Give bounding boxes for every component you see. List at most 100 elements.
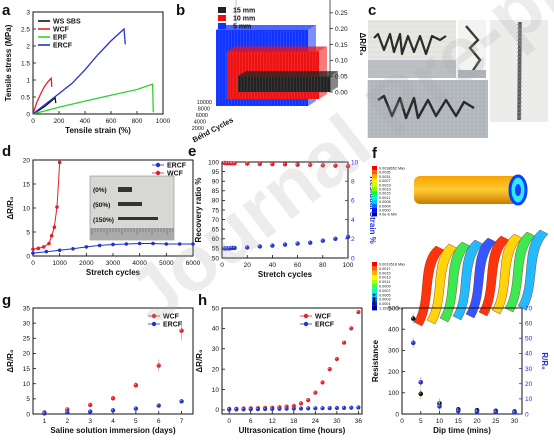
data-point-highlight bbox=[230, 161, 233, 164]
fiber-twist bbox=[516, 107, 523, 111]
legend-marker bbox=[303, 313, 309, 319]
x-axis-label: Stretch cycles bbox=[86, 268, 141, 277]
data-point-highlight bbox=[88, 403, 91, 405]
data-point bbox=[410, 316, 416, 321]
data-point-highlight bbox=[222, 246, 225, 249]
legend-swatch bbox=[372, 266, 377, 271]
inset-label: (0%) bbox=[93, 187, 107, 194]
y-tick-label: 15 bbox=[23, 181, 31, 188]
y-axis-label: ΔR/R₀ bbox=[195, 349, 204, 373]
fiber-twist bbox=[516, 75, 523, 79]
data-point-highlight bbox=[437, 404, 440, 407]
data-point bbox=[327, 367, 332, 372]
y-tick-label: 500 bbox=[388, 305, 399, 312]
y-tick-label: 0 bbox=[26, 111, 30, 118]
z-tick-label: 0.00 bbox=[335, 89, 348, 96]
y-tick-label: 100 bbox=[388, 390, 399, 397]
data-point bbox=[320, 406, 325, 411]
legend-marker bbox=[151, 321, 157, 327]
y-tick-label: 100 bbox=[208, 159, 219, 166]
fiber-twist bbox=[516, 83, 523, 87]
y2-tick-label: 8 bbox=[351, 179, 355, 186]
legend-entry: 0.0008 bbox=[379, 200, 391, 204]
data-point-highlight bbox=[270, 243, 273, 246]
data-point-highlight bbox=[258, 244, 260, 247]
legend-entry: 0.0019 bbox=[379, 188, 391, 192]
data-point bbox=[356, 405, 361, 410]
y-tick-label: 40 bbox=[212, 326, 220, 333]
y-tick-label: 15 bbox=[23, 366, 31, 373]
panel-letter: g bbox=[2, 292, 11, 309]
fiber-shape bbox=[465, 25, 482, 73]
panel-g: 1 2 3 4 5 6 7 0 5 10 15 20 25 30 35 Saline solution imm… bbox=[6, 305, 194, 435]
data-point-highlight bbox=[227, 408, 230, 410]
data-point bbox=[291, 406, 296, 411]
data-point bbox=[356, 309, 361, 315]
fiber-twist bbox=[516, 59, 523, 63]
data-point-highlight bbox=[263, 407, 266, 410]
data-point-highlight bbox=[65, 410, 68, 413]
legend-entry: 1.1539e-5 Min bbox=[379, 307, 403, 311]
y2-tick-label: 10 bbox=[351, 159, 359, 166]
data-point bbox=[327, 405, 332, 411]
x-tick-label: 0 bbox=[31, 260, 35, 267]
legend-entry: ERF bbox=[53, 35, 68, 42]
z-axis-label: ΔR/R₀ bbox=[358, 32, 367, 56]
data-point bbox=[308, 162, 313, 168]
plot-frame bbox=[221, 307, 363, 415]
y2-tick-label: 2 bbox=[351, 236, 355, 243]
data-point bbox=[333, 236, 338, 241]
y2-tick-label: 0 bbox=[525, 411, 529, 418]
data-point bbox=[177, 242, 182, 246]
data-point-highlight bbox=[419, 380, 421, 383]
y-axis-label: Resistance bbox=[371, 339, 380, 382]
legend-swatch bbox=[372, 306, 377, 311]
fiber-twist bbox=[516, 23, 523, 27]
x-tick-label: 2 bbox=[65, 418, 69, 425]
data-point bbox=[270, 243, 275, 248]
y-tick-label: 75 bbox=[212, 207, 220, 214]
x-tick-label: 12 bbox=[269, 418, 277, 425]
helix-strand bbox=[517, 229, 549, 311]
data-point bbox=[270, 161, 275, 167]
x-axis-label: Saline solution immersion (days) bbox=[50, 426, 176, 435]
legend-entry: 0.0001 bbox=[379, 302, 391, 306]
data-point bbox=[270, 406, 275, 412]
y-tick-label: 55 bbox=[212, 246, 220, 253]
data-point bbox=[87, 402, 93, 408]
data-point-highlight bbox=[292, 404, 294, 406]
data-point bbox=[49, 234, 54, 238]
legend-entry: 0.0027 bbox=[379, 179, 391, 183]
data-point bbox=[257, 161, 262, 167]
data-point bbox=[42, 411, 47, 416]
legend-entry: 0.0038652 Max bbox=[379, 167, 405, 171]
data-point bbox=[282, 242, 288, 247]
data-point bbox=[349, 326, 354, 331]
x-tick-label: 10 bbox=[436, 418, 444, 425]
y-tick-label: 10 bbox=[23, 205, 31, 212]
data-point-highlight bbox=[306, 398, 309, 401]
panel-letter: h bbox=[198, 292, 207, 309]
y-tick-label: 50 bbox=[212, 305, 220, 312]
y2-tick-label: 40 bbox=[525, 351, 533, 358]
legend-entry: 0.0015 bbox=[379, 271, 391, 275]
x-tick-label: 800 bbox=[132, 118, 143, 125]
data-point bbox=[137, 241, 142, 246]
x-tick-label: 1000 bbox=[156, 118, 171, 125]
cycle-tick-label: 10000 bbox=[197, 100, 212, 106]
x-tick-label: 200 bbox=[54, 118, 65, 125]
data-point bbox=[57, 248, 62, 253]
y2-axis-label: R/R₀ bbox=[540, 352, 549, 370]
data-point bbox=[418, 379, 424, 385]
x-tick-label: 40 bbox=[269, 262, 277, 269]
data-point bbox=[191, 242, 195, 246]
panel-letter: e bbox=[188, 143, 196, 160]
data-point bbox=[320, 380, 325, 385]
legend-entry: 0.0004 bbox=[379, 204, 391, 208]
legend-swatch bbox=[372, 288, 377, 293]
data-point bbox=[512, 410, 517, 415]
data-point bbox=[341, 340, 347, 345]
legend-swatch bbox=[372, 212, 377, 217]
data-point bbox=[474, 409, 480, 415]
